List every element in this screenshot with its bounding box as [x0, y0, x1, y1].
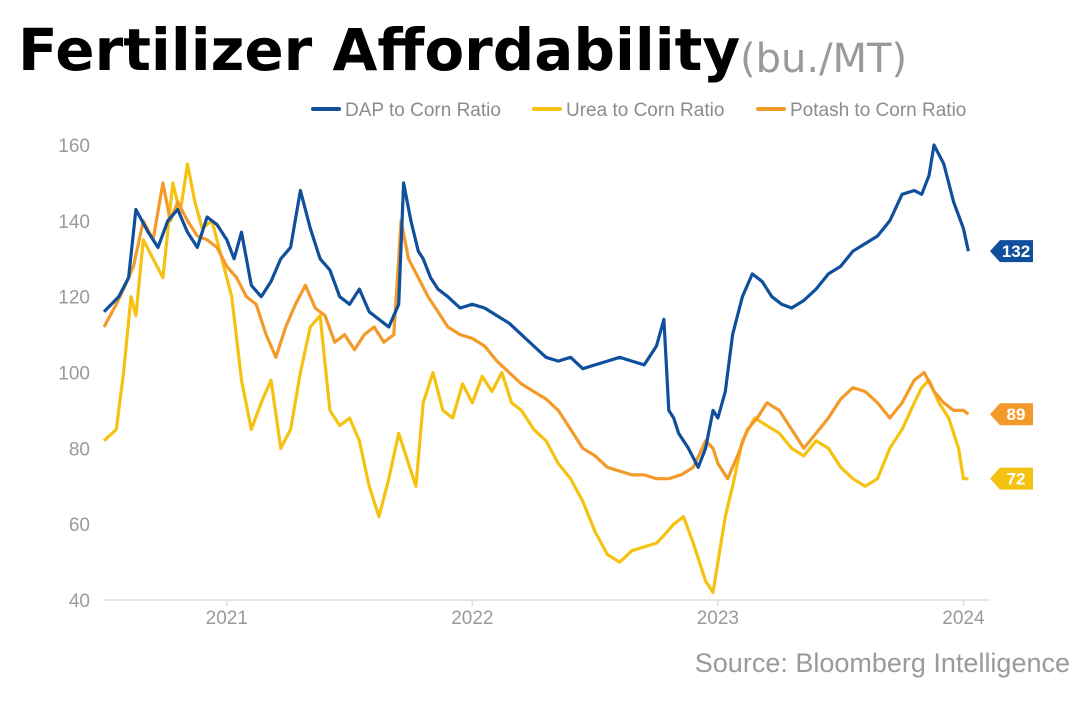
end-value-marker	[990, 467, 1033, 490]
y-tick-label: 80	[69, 439, 90, 460]
chart-title: Fertilizer Affordability	[18, 16, 740, 84]
y-tick-label: 60	[69, 515, 90, 536]
y-tick-label: 140	[58, 212, 90, 233]
end-value-tag: 132	[990, 240, 1033, 263]
x-tick-label: 2021	[206, 608, 248, 629]
end-labels: 132 72 89	[990, 240, 1033, 490]
legend-item: DAP to Corn Ratio	[311, 100, 501, 121]
legend-item: Urea to Corn Ratio	[532, 100, 724, 121]
y-tick-label: 40	[69, 591, 90, 612]
end-value-label: 132	[1002, 242, 1030, 261]
series-line	[102, 181, 970, 481]
y-tick-label: 120	[58, 288, 90, 309]
end-value-marker	[990, 403, 1033, 426]
y-axis: 160 140 120 100 80 60 40	[58, 136, 90, 612]
series-line	[102, 162, 969, 594]
legend-label: DAP to Corn Ratio	[345, 100, 501, 121]
end-value-tag: 72	[990, 467, 1033, 490]
source-note: Source: Bloomberg Intelligence	[695, 648, 1070, 678]
x-tick-label: 2024	[942, 608, 985, 629]
legend: DAP to Corn Ratio Urea to Corn Ratio Potas…	[311, 100, 966, 121]
series-line	[102, 143, 970, 469]
x-tick-label: 2022	[451, 608, 493, 629]
chart-subtitle: (bu./MT)	[740, 36, 907, 82]
x-tick-label: 2023	[697, 608, 739, 629]
end-value-label: 89	[1007, 405, 1026, 424]
end-value-tag: 89	[990, 403, 1033, 426]
legend-label: Potash to Corn Ratio	[790, 100, 966, 121]
legend-label: Urea to Corn Ratio	[566, 100, 724, 121]
end-value-label: 72	[1007, 470, 1026, 489]
end-value-marker	[990, 240, 1033, 263]
y-tick-label: 160	[58, 136, 90, 157]
x-axis: 2021 2022 2023 2024	[206, 600, 985, 629]
series-lines	[102, 143, 970, 594]
legend-item: Potash to Corn Ratio	[756, 100, 966, 121]
y-tick-label: 100	[58, 364, 90, 385]
